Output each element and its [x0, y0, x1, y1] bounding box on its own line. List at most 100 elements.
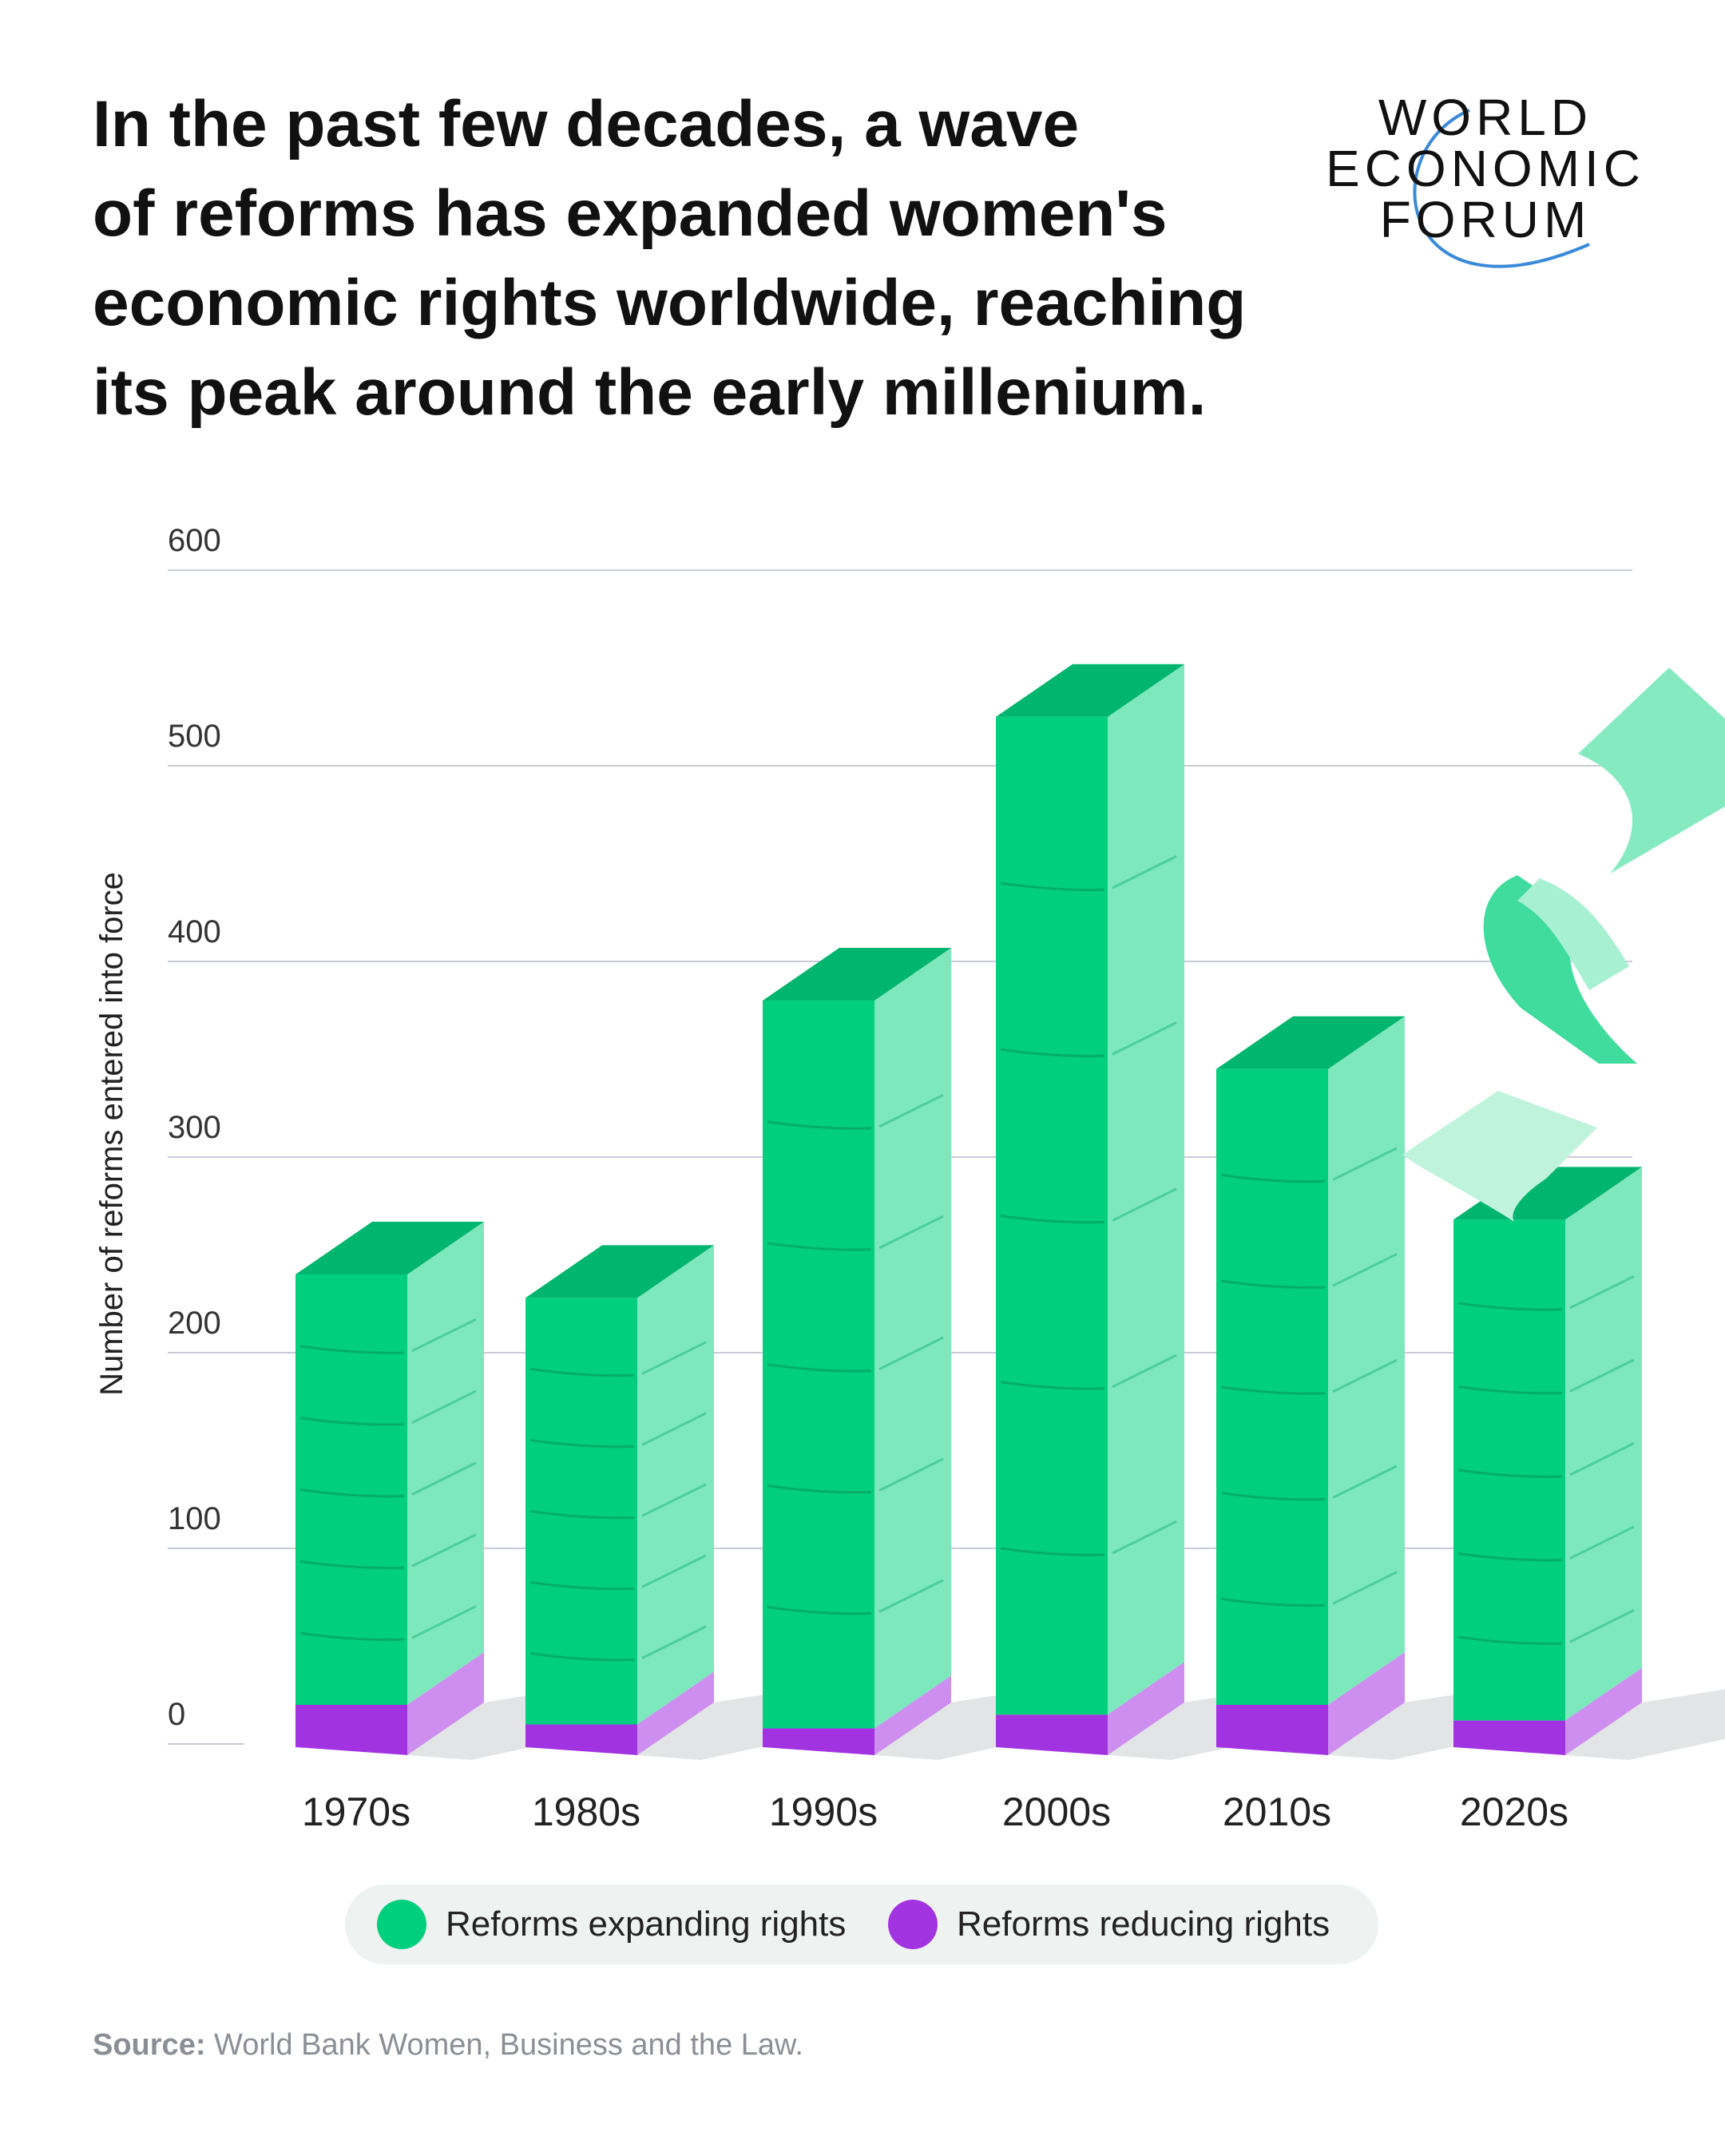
bar-2000s — [996, 664, 1184, 1755]
x-tick-label-1990s: 1990s — [769, 1789, 878, 1834]
bar-expanding-front-1970s — [295, 1274, 407, 1705]
bar-reducing-front-2020s — [1453, 1720, 1565, 1755]
bar-side-texture-2010s-2 — [1332, 1253, 1398, 1287]
bar-side-texture-1980s-4 — [641, 1554, 707, 1588]
bar-side-texture-2020s-1 — [1569, 1274, 1635, 1310]
paper-piece-2 — [1483, 875, 1637, 1064]
logo-arc-icon — [1413, 109, 1590, 268]
x-tick-label-2020s: 2020s — [1460, 1789, 1568, 1834]
bar-texture-2000s-3 — [1000, 1215, 1105, 1224]
bar-expanding-side-2010s — [1328, 1016, 1405, 1705]
bar-top-2000s — [996, 664, 1184, 717]
bar-texture-2010s-5 — [1220, 1597, 1326, 1607]
legend-swatch-reducing — [888, 1900, 938, 1949]
source-note: Source: World Bank Women, Business and t… — [93, 2028, 803, 2063]
bar-texture-2010s-3 — [1220, 1385, 1326, 1395]
bar-side-texture-1970s-4 — [411, 1533, 477, 1567]
bar-side-texture-2010s-5 — [1332, 1571, 1398, 1605]
y-tick-label-200: 200 — [168, 1306, 221, 1341]
title-line-3: economic rights worldwide, reaching — [93, 267, 1247, 339]
wef-logo: WORLD ECONOMIC FORUM — [1326, 88, 1645, 279]
bar-expanding-front-2020s — [1453, 1219, 1565, 1721]
bar-expanding-side-2000s — [1108, 664, 1184, 1715]
legend-item-reducing: Reforms reducing rights — [888, 1885, 1330, 1964]
bar-side-texture-2010s-1 — [1332, 1147, 1398, 1181]
paper-piece-3 — [1517, 878, 1629, 990]
bar-side-texture-1990s-1 — [878, 1093, 944, 1128]
bar-texture-2000s-4 — [1000, 1381, 1105, 1390]
bar-shadow-2020s — [1565, 1689, 1725, 1760]
title-line-2: of reforms has expanded women's — [93, 177, 1168, 250]
bar-texture-2020s-3 — [1457, 1468, 1563, 1478]
bar-side-texture-1980s-3 — [641, 1483, 707, 1517]
title-line-1: In the past few decades, a wave — [93, 88, 1080, 161]
bar-side-texture-2000s-5 — [1112, 1520, 1177, 1555]
bar-2020s — [1453, 1167, 1642, 1755]
bar-texture-2020s-4 — [1457, 1552, 1563, 1562]
y-tick-label-600: 600 — [168, 523, 221, 558]
chart-title: In the past few decades, a wave of refor… — [93, 80, 1338, 438]
legend-item-expanding: Reforms expanding rights — [377, 1885, 846, 1964]
bar-1980s — [525, 1245, 714, 1755]
bar-side-texture-1980s-1 — [641, 1341, 707, 1375]
bar-texture-2010s-4 — [1220, 1492, 1326, 1501]
bar-reducing-side-1980s — [637, 1671, 714, 1755]
bar-texture-2010s-1 — [1220, 1173, 1326, 1183]
bar-expanding-side-1990s — [874, 948, 951, 1729]
legend: Reforms expanding rights Reforms reducin… — [345, 1885, 1378, 1964]
bar-side-texture-1990s-2 — [878, 1215, 944, 1250]
bar-expanding-front-1990s — [763, 1001, 874, 1729]
y-tick-label-300: 300 — [168, 1110, 221, 1145]
bar-texture-1980s-1 — [529, 1367, 635, 1377]
bar-2010s — [1216, 1016, 1405, 1755]
bar-side-texture-2000s-4 — [1112, 1353, 1177, 1389]
bar-expanding-front-2010s — [1216, 1068, 1328, 1705]
legend-label-expanding: Reforms expanding rights — [446, 1904, 847, 1944]
bar-texture-2000s-5 — [1000, 1547, 1105, 1556]
legend-label-reducing: Reforms reducing rights — [957, 1904, 1330, 1944]
bar-texture-2000s-2 — [1000, 1048, 1105, 1058]
title-line-4: its peak around the early millenium. — [93, 356, 1207, 429]
bar-1990s — [763, 948, 951, 1755]
bar-side-texture-1990s-5 — [878, 1579, 944, 1613]
bar-texture-1970s-2 — [299, 1417, 405, 1426]
bar-side-texture-1970s-1 — [411, 1318, 477, 1353]
source-text: World Bank Women, Business and the Law. — [214, 2028, 803, 2062]
logo-line-2: ECONOMIC — [1326, 140, 1645, 197]
bar-reducing-side-1970s — [407, 1652, 484, 1755]
y-axis-label: Number of reforms entered into force — [94, 872, 129, 1396]
bar-side-texture-2000s-1 — [1112, 855, 1177, 890]
legend-swatch-expanding — [377, 1900, 426, 1949]
bar-side-texture-2010s-4 — [1332, 1464, 1398, 1499]
bar-side-texture-2000s-3 — [1112, 1187, 1177, 1222]
bar-top-1980s — [525, 1245, 714, 1298]
x-tick-label-1980s: 1980s — [532, 1789, 640, 1834]
bar-texture-2000s-1 — [1000, 882, 1105, 891]
bar-texture-2020s-5 — [1457, 1635, 1563, 1645]
bar-texture-1980s-5 — [529, 1651, 635, 1662]
bar-texture-1980s-2 — [529, 1438, 635, 1449]
bar-expanding-side-1980s — [637, 1245, 714, 1725]
bar-texture-2020s-2 — [1457, 1385, 1563, 1395]
x-tick-label-2010s: 2010s — [1223, 1789, 1331, 1834]
bar-reducing-front-2000s — [996, 1714, 1108, 1755]
bar-texture-1970s-1 — [299, 1345, 405, 1354]
x-tick-label-1970s: 1970s — [302, 1789, 410, 1834]
bar-reducing-front-1980s — [525, 1724, 637, 1755]
bar-side-texture-2000s-2 — [1112, 1021, 1177, 1056]
y-tick-label-400: 400 — [168, 914, 221, 949]
bar-texture-1990s-2 — [767, 1242, 872, 1251]
bar-side-texture-2020s-5 — [1569, 1609, 1635, 1643]
bar-texture-2020s-1 — [1457, 1302, 1563, 1311]
bar-side-texture-1990s-4 — [878, 1457, 944, 1492]
bar-texture-1970s-5 — [299, 1631, 405, 1642]
bar-reducing-front-2010s — [1216, 1705, 1328, 1755]
bar-side-texture-2010s-3 — [1332, 1358, 1398, 1393]
bar-reducing-front-1970s — [295, 1705, 407, 1755]
bar-side-texture-1970s-2 — [411, 1389, 477, 1425]
bar-reducing-front-1990s — [763, 1728, 874, 1755]
bar-side-texture-1970s-3 — [411, 1461, 477, 1496]
bar-top-1990s — [763, 948, 951, 1001]
y-tick-label-500: 500 — [168, 719, 221, 754]
bar-reducing-side-2010s — [1328, 1652, 1405, 1755]
